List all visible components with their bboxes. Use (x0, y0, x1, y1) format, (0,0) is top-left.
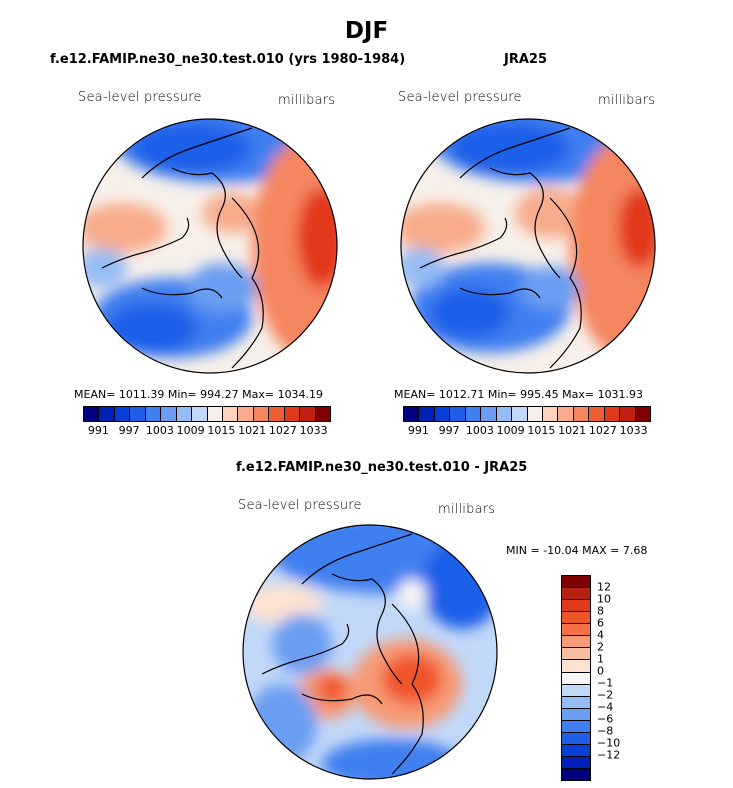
colorbar-swatch (404, 407, 420, 421)
colorbar-swatch (145, 407, 162, 421)
panel1-colorbar (83, 406, 331, 422)
colorbar-tick-label: −2 (597, 688, 614, 702)
panel3-variable-label: Sea-level pressure (238, 498, 362, 513)
colorbar-tick-label: 997 (438, 424, 460, 437)
colorbar-tick-label: 1027 (588, 424, 617, 437)
colorbar-tick-label: 8 (597, 604, 604, 618)
colorbar-swatch (300, 407, 316, 421)
colorbar-swatch (434, 407, 451, 421)
colorbar-swatch (562, 744, 590, 757)
colorbar-tick-label: 991 (87, 424, 109, 437)
colorbar-swatch (114, 407, 131, 421)
colorbar-swatch (207, 407, 223, 421)
colorbar-tick-label: 2 (597, 640, 604, 654)
colorbar-swatch (635, 407, 650, 421)
panel3-stats: MIN = -10.04 MAX = 7.68 (506, 544, 648, 557)
colorbar-tick-label: 10 (597, 592, 611, 606)
panel1-variable-label: Sea-level pressure (78, 90, 202, 105)
colorbar-tick-label: 997 (118, 424, 140, 437)
colorbar-tick-label: −1 (597, 676, 614, 690)
colorbar-tick-label: 0 (597, 664, 604, 678)
colorbar-tick-label: 6 (597, 616, 604, 630)
colorbar-swatch (562, 648, 590, 661)
colorbar-swatch (562, 708, 590, 721)
colorbar-tick-label: 1033 (619, 424, 648, 437)
colorbar-swatch (562, 696, 590, 709)
colorbar-swatch (562, 720, 590, 733)
colorbar-swatch (562, 576, 590, 589)
colorbar-swatch (558, 407, 574, 421)
colorbar-swatch (465, 407, 482, 421)
colorbar-swatch (84, 407, 100, 421)
colorbar-swatch (238, 407, 254, 421)
colorbar-swatch (573, 407, 590, 421)
colorbar-swatch (253, 407, 270, 421)
colorbar-swatch (562, 600, 590, 613)
panel2-stats: MEAN= 1012.71 Min= 995.45 Max= 1031.93 (394, 388, 644, 401)
colorbar-swatch (481, 407, 497, 421)
colorbar-tick-label: 1021 (558, 424, 587, 437)
figure-title: DJF (344, 18, 389, 44)
colorbar-swatch (542, 407, 559, 421)
colorbar-swatch (589, 407, 605, 421)
colorbar-swatch (130, 407, 146, 421)
colorbar-tick-label: −10 (597, 736, 621, 750)
panel3-polar-map (242, 524, 498, 780)
panel2-colorbar (403, 406, 651, 422)
colorbar-swatch (562, 732, 590, 745)
panel1-unit-label: millibars (278, 93, 336, 108)
colorbar-swatch (562, 769, 590, 781)
colorbar-swatch (284, 407, 301, 421)
colorbar-tick-label: 1015 (207, 424, 236, 437)
colorbar-swatch (222, 407, 239, 421)
panel2-title: JRA25 (504, 52, 547, 67)
panel2-variable-label: Sea-level pressure (398, 90, 522, 105)
colorbar-swatch (562, 660, 590, 673)
colorbar-tick-label: −8 (597, 724, 614, 738)
panel2-polar-map (400, 118, 656, 374)
panel1-polar-map (82, 118, 338, 374)
colorbar-swatch (620, 407, 636, 421)
colorbar-swatch (99, 407, 115, 421)
colorbar-tick-label: 1 (597, 652, 604, 666)
colorbar-tick-label: 1009 (176, 424, 205, 437)
colorbar-tick-label: 1003 (145, 424, 174, 437)
colorbar-swatch (562, 612, 590, 625)
colorbar-tick-label: 1021 (238, 424, 267, 437)
colorbar-tick-label: 1027 (268, 424, 297, 437)
colorbar-swatch (562, 588, 590, 601)
colorbar-swatch (496, 407, 513, 421)
colorbar-swatch (562, 684, 590, 697)
colorbar-tick-label: −6 (597, 712, 614, 726)
colorbar-swatch (161, 407, 177, 421)
colorbar-tick-label: 1003 (465, 424, 494, 437)
colorbar-swatch (419, 407, 435, 421)
colorbar-swatch (604, 407, 621, 421)
colorbar-tick-label: −4 (597, 700, 614, 714)
colorbar-swatch (192, 407, 208, 421)
panel3-title: f.e12.FAMIP.ne30_ne30.test.010 - JRA25 (236, 460, 528, 475)
colorbar-tick-label: −12 (597, 748, 621, 762)
colorbar-tick-label: 1033 (299, 424, 328, 437)
colorbar-tick-label: 12 (597, 580, 611, 594)
colorbar-tick-label: 1009 (496, 424, 525, 437)
colorbar-tick-label: 1015 (527, 424, 556, 437)
colorbar-swatch (527, 407, 543, 421)
colorbar-swatch (562, 636, 590, 649)
colorbar-swatch (512, 407, 528, 421)
colorbar-swatch (562, 624, 590, 637)
panel1-title: f.e12.FAMIP.ne30_ne30.test.010 (yrs 1980… (50, 52, 406, 67)
colorbar-swatch (450, 407, 466, 421)
panel3-colorbar (561, 575, 591, 781)
colorbar-swatch (562, 756, 590, 769)
colorbar-tick-label: 4 (597, 628, 604, 642)
panel1-stats: MEAN= 1011.39 Min= 994.27 Max= 1034.19 (74, 388, 324, 401)
colorbar-swatch (562, 672, 590, 685)
colorbar-tick-label: 991 (407, 424, 429, 437)
colorbar-swatch (269, 407, 285, 421)
panel2-unit-label: millibars (598, 93, 656, 108)
panel3-unit-label: millibars (438, 502, 496, 517)
colorbar-swatch (315, 407, 330, 421)
colorbar-swatch (176, 407, 193, 421)
